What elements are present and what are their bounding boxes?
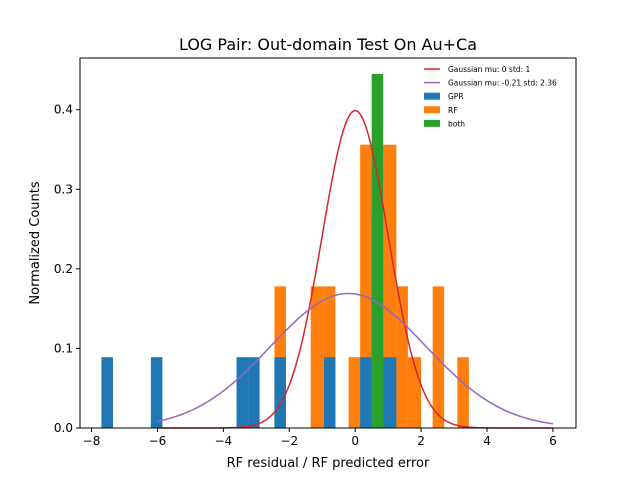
x-axis-ticks: −8 −6 −4 −2 0 2 4 6 — [83, 428, 557, 448]
legend-label-gaussian-mu-0-21-std-2-36: Gaussian mu: -0.21 std: 2.36 — [448, 79, 557, 88]
legend-swatch-both — [424, 119, 440, 127]
x-tick-label-0: −8 — [83, 434, 101, 448]
curve-gaussian-2 — [157, 292, 554, 425]
x-tick-label-5: 2 — [417, 434, 425, 448]
bar-gpr-3 — [248, 357, 260, 428]
y-tick-label-1: 0.1 — [54, 341, 73, 355]
x-axis-label: RF residual / RF predicted error — [227, 456, 430, 471]
legend-label-rf: RF — [448, 106, 458, 115]
histogram-bars — [101, 73, 469, 429]
x-tick-label-7: 6 — [549, 434, 557, 448]
y-axis-label: Normalized Counts — [28, 181, 43, 304]
bar-rf-9 — [432, 286, 445, 428]
legend-label-gpr: GPR — [448, 92, 464, 101]
legend-label-gaussian-mu-0-std-1: Gaussian mu: 0 std: 1 — [448, 65, 530, 74]
x-tick-label-6: 4 — [483, 434, 491, 448]
bar-gpr-5 — [323, 357, 336, 428]
bar-gpr-8 — [383, 357, 397, 428]
bar-both-0 — [371, 73, 384, 429]
bar-gpr-6 — [360, 357, 372, 428]
legend: Gaussian mu: 0 std: 1 Gaussian mu: -0.21 … — [424, 65, 557, 128]
bar-rf-4 — [360, 144, 372, 428]
y-axis-ticks: 0.0 0.1 0.2 0.3 0.4 — [54, 103, 80, 435]
x-tick-label-4: 0 — [351, 434, 359, 448]
legend-swatch-gpr — [424, 92, 440, 100]
bar-rf-7 — [396, 286, 408, 428]
x-tick-label-2: −4 — [215, 434, 233, 448]
y-tick-label-3: 0.3 — [54, 182, 73, 196]
bar-gpr-4 — [274, 357, 286, 428]
y-tick-label-2: 0.2 — [54, 262, 73, 276]
bar-gpr-0 — [101, 357, 113, 428]
bar-rf-1 — [310, 286, 324, 428]
bar-rf-10 — [457, 357, 469, 428]
y-tick-label-0: 0.0 — [54, 421, 73, 435]
bar-rf-8 — [407, 357, 422, 428]
plot-area-frame — [79, 57, 577, 429]
bar-gpr-2 — [236, 357, 249, 428]
chart-title: LOG Pair: Out-domain Test On Au+Ca — [179, 35, 477, 54]
legend-swatch-rf — [424, 106, 440, 114]
legend-label-both: both — [448, 119, 465, 128]
bar-gpr-1 — [150, 357, 163, 428]
bar-rf-3 — [348, 357, 361, 428]
y-tick-label-4: 0.4 — [54, 103, 73, 117]
x-tick-label-3: −2 — [280, 434, 298, 448]
x-tick-label-1: −6 — [149, 434, 167, 448]
